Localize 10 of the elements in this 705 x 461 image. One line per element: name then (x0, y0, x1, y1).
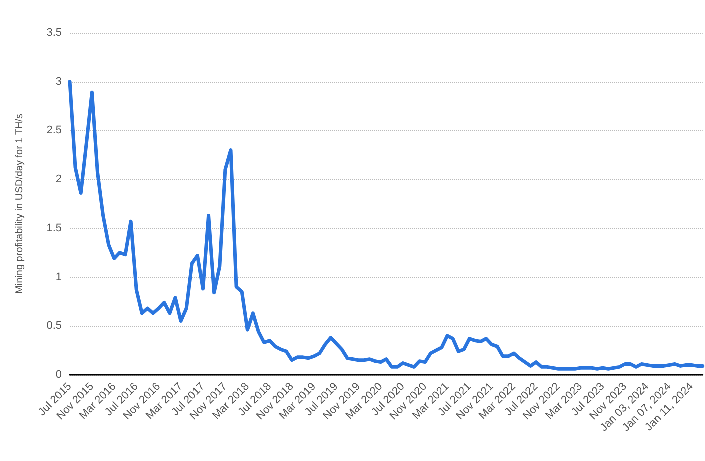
y-tick-label: 0.5 (46, 320, 62, 332)
y-tick-label: 2.5 (46, 124, 62, 137)
y-axis-title: Mining profitability in USD/day for 1 TH/s (14, 114, 26, 294)
y-tick-label: 3.5 (46, 27, 62, 39)
line-series (68, 80, 705, 371)
y-tick-label: 1.5 (46, 222, 62, 234)
y-tick-label: 1 (56, 271, 62, 284)
y-tick-label: 3 (56, 76, 62, 88)
y-tick-label: 0 (56, 369, 62, 381)
y-tick-label: 2 (56, 174, 62, 186)
